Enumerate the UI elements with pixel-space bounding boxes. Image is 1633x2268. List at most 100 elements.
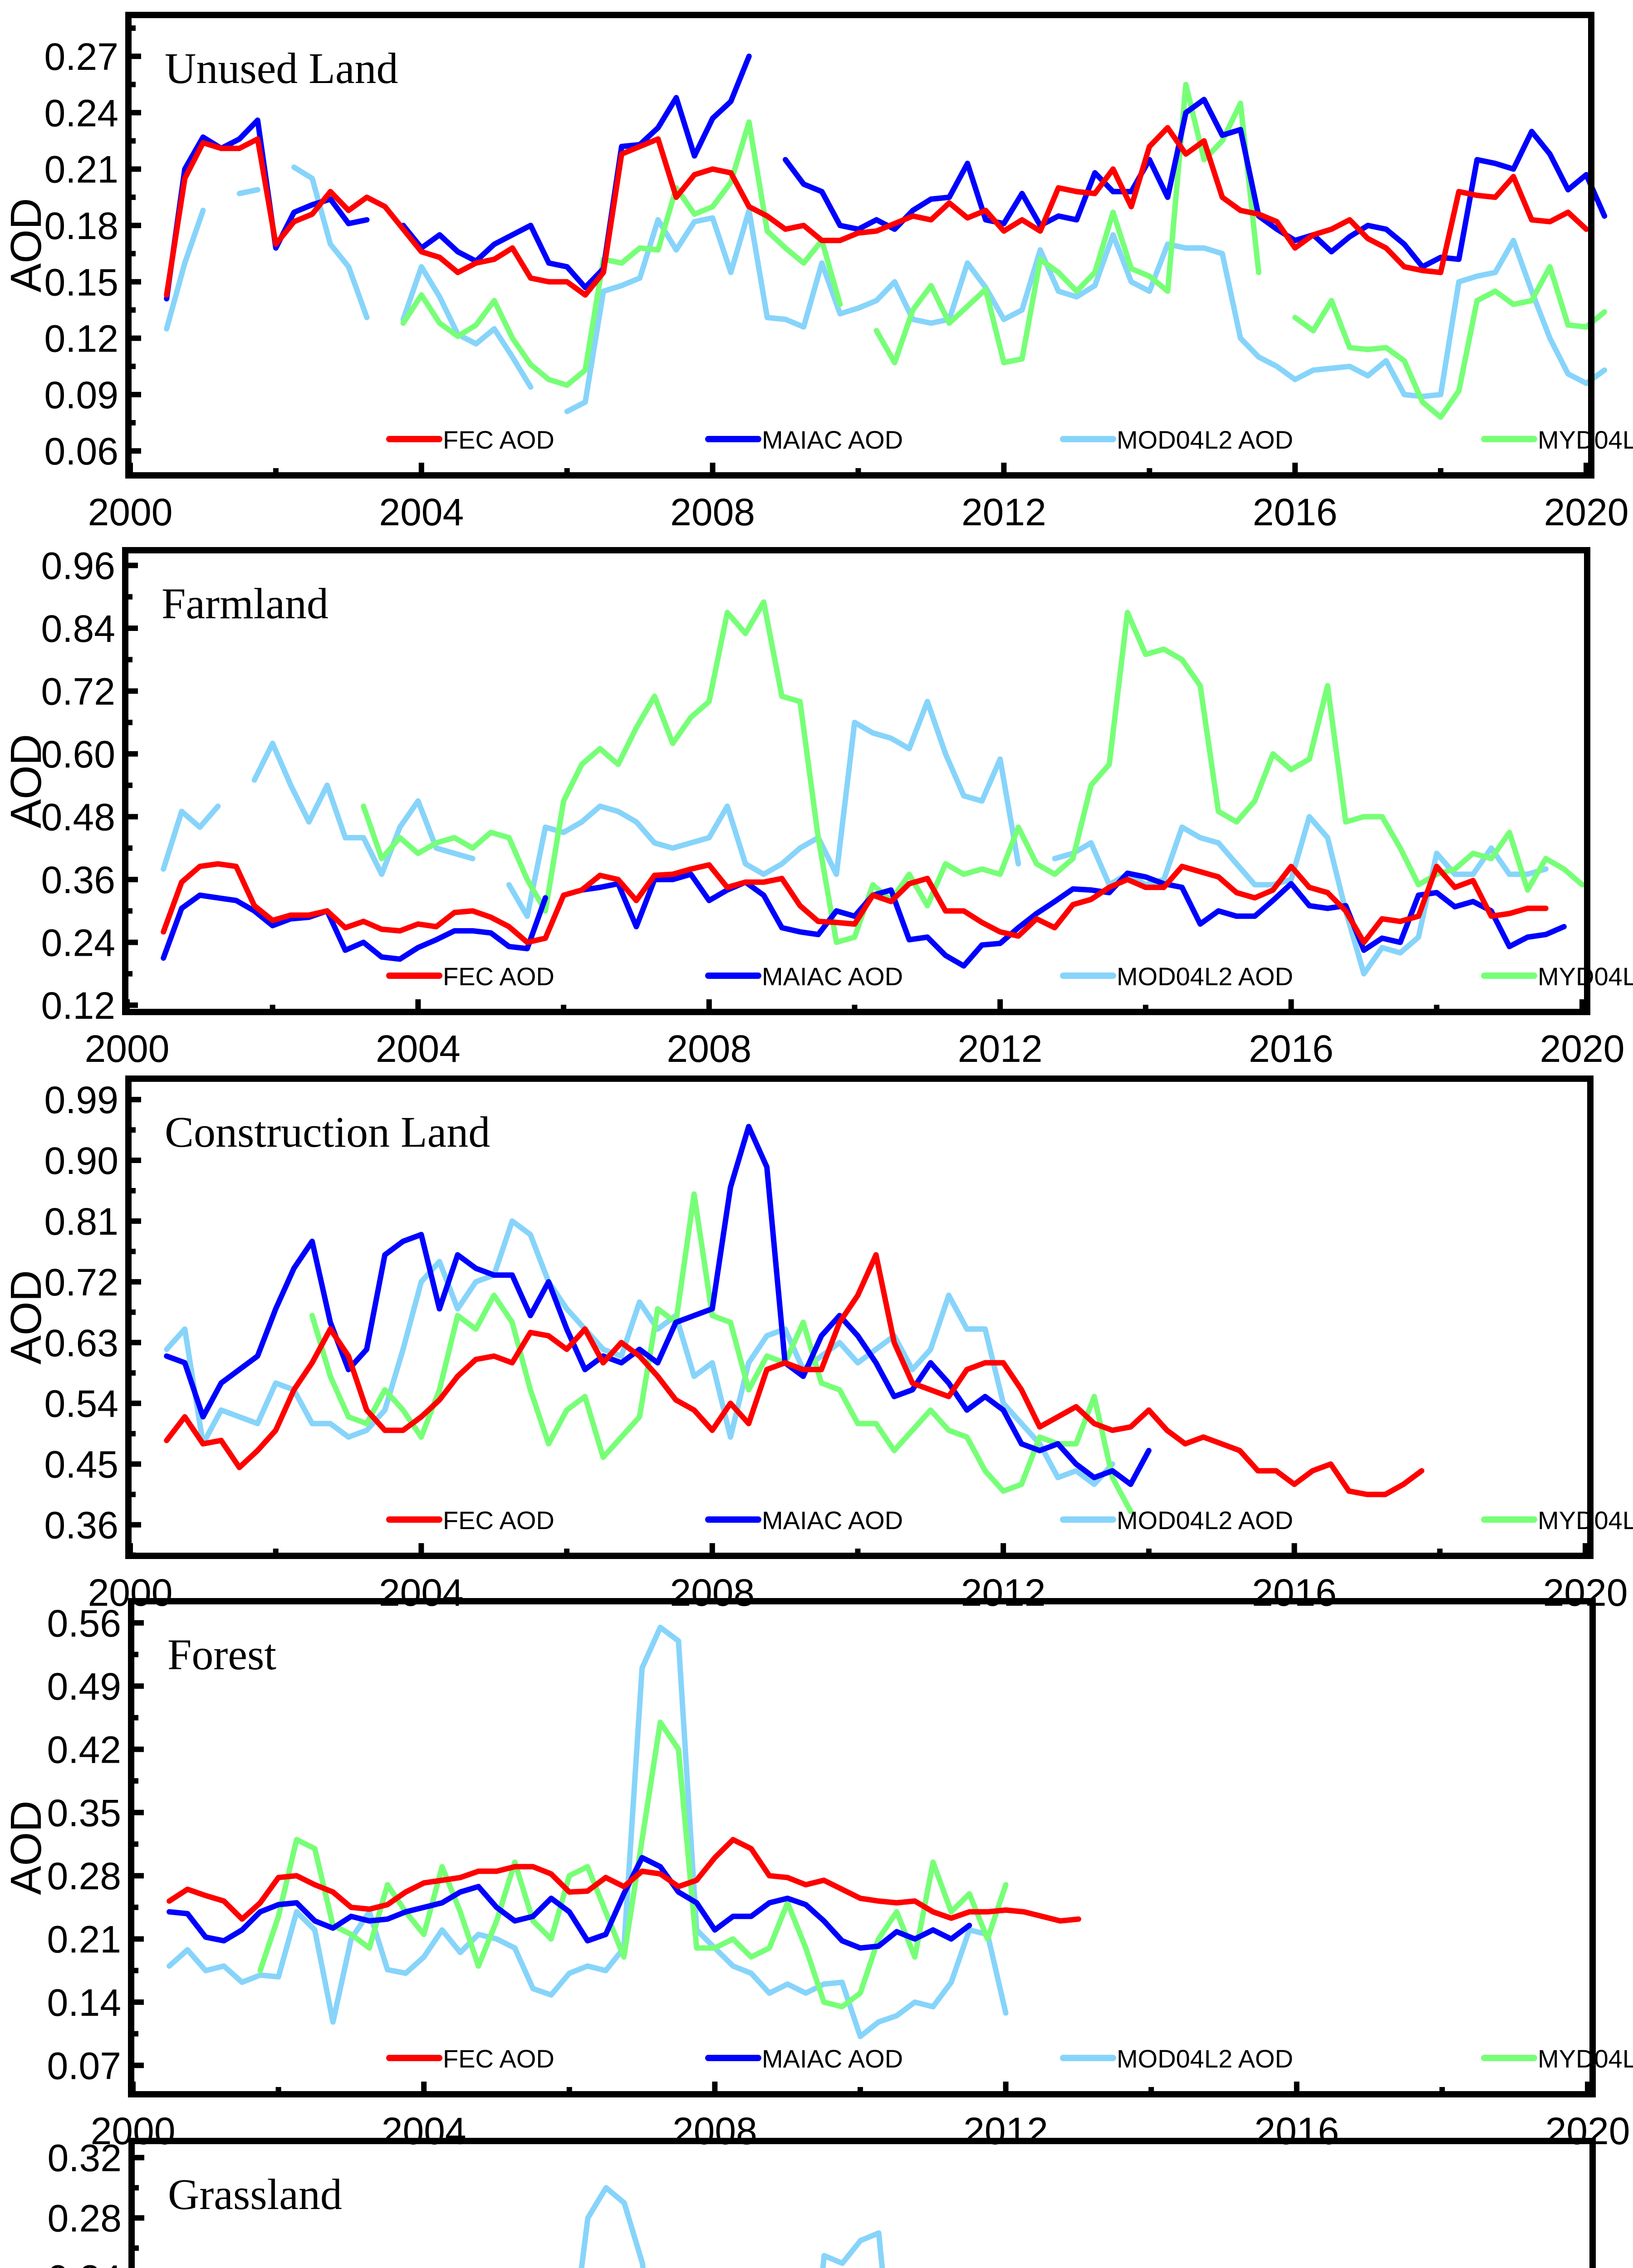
x-tick-label: 2020 bbox=[1544, 491, 1629, 533]
legend-label-mod: MOD04L2 AOD bbox=[1117, 962, 1293, 991]
y-tick-label: 0.24 bbox=[41, 921, 116, 964]
panel-title: Grassland bbox=[168, 2170, 342, 2219]
y-tick-label: 0.49 bbox=[47, 1665, 122, 1708]
legend-label-fec: FEC AOD bbox=[443, 1506, 554, 1535]
y-axis-title: AOD bbox=[2, 198, 50, 292]
legend: FEC AOD MAIAC AOD MOD04L2 AOD MYD04L2 AOD bbox=[386, 2044, 1633, 2073]
series-line-fec bbox=[167, 1837, 1081, 1924]
series-line-mod bbox=[579, 2185, 885, 2268]
y-axis-title: AOD bbox=[2, 734, 50, 828]
legend: FEC AOD MAIAC AOD MOD04L2 AOD MYD04L2 AOD bbox=[386, 962, 1633, 991]
y-tick-label: 0.12 bbox=[44, 318, 119, 360]
legend-label-myd: MYD04L2 AOD bbox=[1538, 962, 1633, 991]
y-tick-label: 0.21 bbox=[47, 1918, 122, 1961]
series-line-maiac bbox=[164, 1124, 1152, 1487]
x-tick-label: 2000 bbox=[88, 491, 173, 533]
x-tick-label: 2016 bbox=[1252, 1571, 1337, 1614]
series-line-maiac bbox=[164, 117, 370, 302]
x-tick-label: 2000 bbox=[85, 1027, 170, 1070]
panel-title: Forest bbox=[167, 1630, 276, 1679]
panel-title: Unused Land bbox=[165, 44, 398, 93]
x-tick-label: 2016 bbox=[1253, 491, 1338, 533]
y-axis-title: AOD bbox=[2, 1270, 50, 1364]
legend-label-mod: MOD04L2 AOD bbox=[1117, 425, 1293, 454]
legend-item-fec: FEC AOD bbox=[386, 2044, 554, 2073]
x-tick-label: 2020 bbox=[1540, 1027, 1625, 1070]
series-line-mod bbox=[400, 264, 534, 390]
series-line-mod bbox=[164, 1218, 1115, 1487]
y-axis-title: AOD bbox=[2, 1800, 50, 1895]
y-tick-label: 0.36 bbox=[44, 1504, 119, 1547]
y-tick-label: 0.15 bbox=[44, 261, 119, 303]
x-tick-label: 2008 bbox=[667, 1027, 751, 1070]
legend-item-mod: MOD04L2 AOD bbox=[1060, 1506, 1293, 1535]
y-tick-label: 0.28 bbox=[47, 1855, 122, 1897]
series-line-mod bbox=[506, 699, 1021, 919]
series-line-mod bbox=[1052, 814, 1549, 977]
y-tick-label: 0.72 bbox=[41, 670, 116, 713]
y-tick-label: 0.07 bbox=[47, 2044, 122, 2087]
legend-item-fec: FEC AOD bbox=[386, 1506, 554, 1535]
legend-item-maiac: MAIAC AOD bbox=[705, 2044, 903, 2073]
panel-grassland: 0.040.080.120.160.200.240.280.3220002004… bbox=[48, 2137, 1596, 2268]
y-tick-label: 0.18 bbox=[44, 205, 119, 247]
series-line-maiac bbox=[783, 97, 1608, 270]
series-line-maiac bbox=[167, 1855, 972, 1951]
legend-label-maiac: MAIAC AOD bbox=[762, 425, 903, 454]
panel-unused-land: 0.06 0.09 0.12 0.15 0.18 0.21 0.24 0.27 2000 2004… bbox=[2, 12, 1633, 533]
y-tick-label: 0.32 bbox=[48, 2137, 122, 2180]
x-tick-label: 2012 bbox=[961, 1571, 1046, 1614]
legend-item-mod: MOD04L2 AOD bbox=[1060, 2044, 1293, 2073]
legend-item-myd: MYD04L2 AOD bbox=[1481, 425, 1633, 454]
y-tick-label: 0.12 bbox=[41, 984, 116, 1027]
series-line-mod bbox=[251, 740, 476, 877]
y-tick-label: 0.24 bbox=[44, 92, 119, 134]
y-tick-label: 0.28 bbox=[48, 2197, 122, 2240]
legend-item-maiac: MAIAC AOD bbox=[705, 1506, 903, 1535]
x-tick-label: 2008 bbox=[672, 2110, 757, 2152]
y-tick-label: 0.96 bbox=[41, 544, 116, 587]
legend-item-fec: FEC AOD bbox=[386, 962, 554, 991]
x-tick-label: 2008 bbox=[670, 491, 755, 533]
series-line-maiac bbox=[161, 892, 548, 962]
panel-title: Construction Land bbox=[165, 1108, 490, 1156]
y-tick-label: 0.99 bbox=[44, 1079, 119, 1121]
series-line-mod bbox=[164, 207, 206, 332]
y-tick-label: 0.90 bbox=[44, 1139, 119, 1182]
series-line-mod bbox=[291, 164, 370, 320]
y-tick-label: 0.14 bbox=[47, 1981, 122, 2024]
series-line-mod bbox=[167, 1624, 1009, 2039]
panel-farmland: 0.12 0.24 0.36 0.48 0.60 0.72 0.84 0.96 2000 2004… bbox=[2, 544, 1633, 1070]
y-tick-label: 0.35 bbox=[47, 1792, 122, 1834]
y-tick-label: 0.21 bbox=[44, 148, 119, 191]
series-line-fec bbox=[164, 125, 1589, 298]
legend: FEC AOD MAIAC AOD MOD04L2 AOD MYD04L2 AOD bbox=[386, 1506, 1633, 1535]
y-tick-label: 0.63 bbox=[44, 1322, 119, 1364]
legend-item-mod: MOD04L2 AOD bbox=[1060, 962, 1293, 991]
y-tick-label: 0.42 bbox=[47, 1728, 122, 1771]
x-tick-label: 2004 bbox=[379, 491, 464, 533]
plot-frame bbox=[128, 2138, 1596, 2268]
series-line-fec bbox=[161, 861, 1549, 945]
series-line-mod bbox=[236, 187, 260, 196]
y-tick-label: 0.06 bbox=[44, 430, 119, 473]
x-tick-label: 2016 bbox=[1249, 1027, 1334, 1070]
series-line-mod bbox=[161, 803, 221, 872]
y-tick-label: 0.81 bbox=[44, 1200, 119, 1243]
panel-title: Farmland bbox=[162, 579, 329, 628]
x-tick-label: 2004 bbox=[379, 1571, 464, 1614]
legend-item-mod: MOD04L2 AOD bbox=[1060, 425, 1293, 454]
series-line-maiac bbox=[400, 54, 752, 290]
legend-label-fec: FEC AOD bbox=[443, 425, 554, 454]
x-tick-label: 2016 bbox=[1254, 2110, 1339, 2152]
y-tick-label: 0.24 bbox=[48, 2258, 122, 2268]
legend-label-mod: MOD04L2 AOD bbox=[1117, 2044, 1293, 2073]
y-tick-label: 0.09 bbox=[44, 374, 119, 416]
legend-label-fec: FEC AOD bbox=[443, 962, 554, 991]
y-tick-label: 0.84 bbox=[41, 607, 116, 650]
y-tick-label: 0.54 bbox=[44, 1383, 119, 1425]
series-line-fec bbox=[164, 1252, 1425, 1497]
legend-item-maiac: MAIAC AOD bbox=[705, 962, 903, 991]
series-line-myd bbox=[400, 119, 843, 388]
